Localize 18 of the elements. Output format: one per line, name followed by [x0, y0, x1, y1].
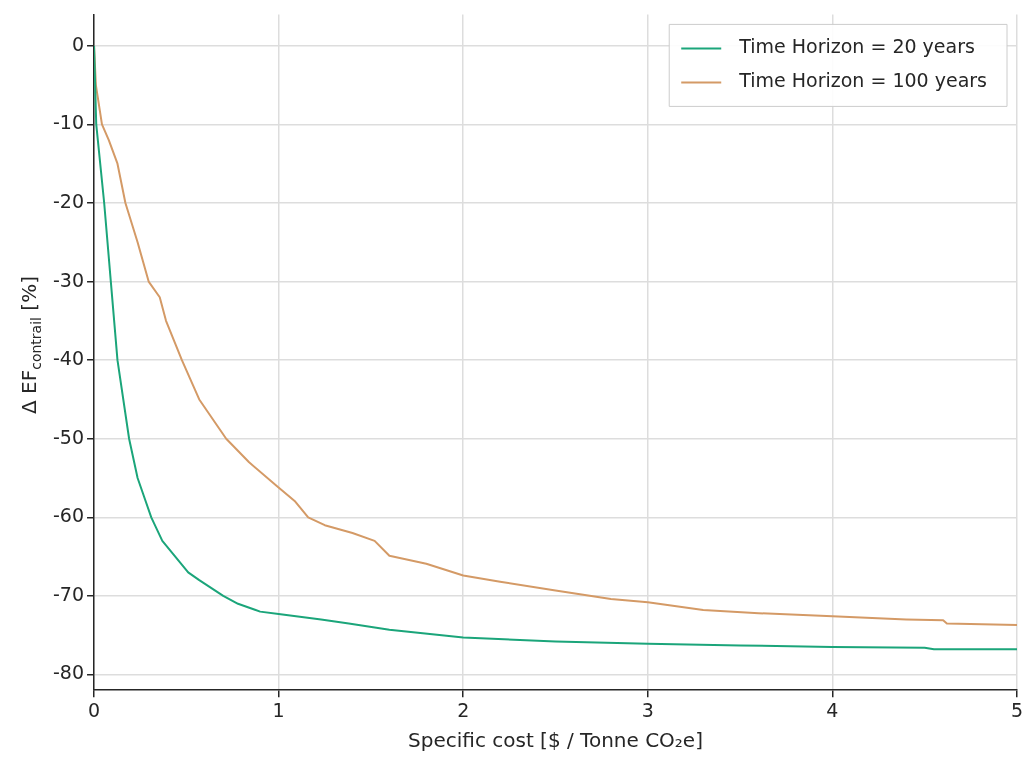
- y-tick-label: -50: [52, 425, 85, 448]
- legend-label: Time Horizon = 100 years: [738, 69, 988, 92]
- x-tick-label: 3: [641, 698, 654, 721]
- y-tick-label: -10: [52, 111, 85, 134]
- y-tick-label: -40: [52, 347, 85, 370]
- y-tick-label: -80: [52, 661, 85, 684]
- x-axis-title: Specific cost [$ / Tonne CO₂e]: [408, 728, 703, 753]
- y-tick-label: -30: [52, 268, 85, 291]
- y-tick-label: -60: [52, 504, 85, 527]
- y-tick-label: 0: [71, 32, 85, 55]
- x-tick-label: 5: [1010, 698, 1024, 721]
- legend-label: Time Horizon = 20 years: [738, 35, 975, 58]
- y-tick-label: -20: [52, 189, 85, 212]
- x-tick-label: 0: [87, 698, 101, 721]
- x-tick-label: 4: [826, 698, 839, 721]
- y-tick-label: -70: [52, 582, 85, 605]
- x-tick-label: 2: [457, 698, 470, 721]
- x-tick-label: 1: [272, 698, 285, 721]
